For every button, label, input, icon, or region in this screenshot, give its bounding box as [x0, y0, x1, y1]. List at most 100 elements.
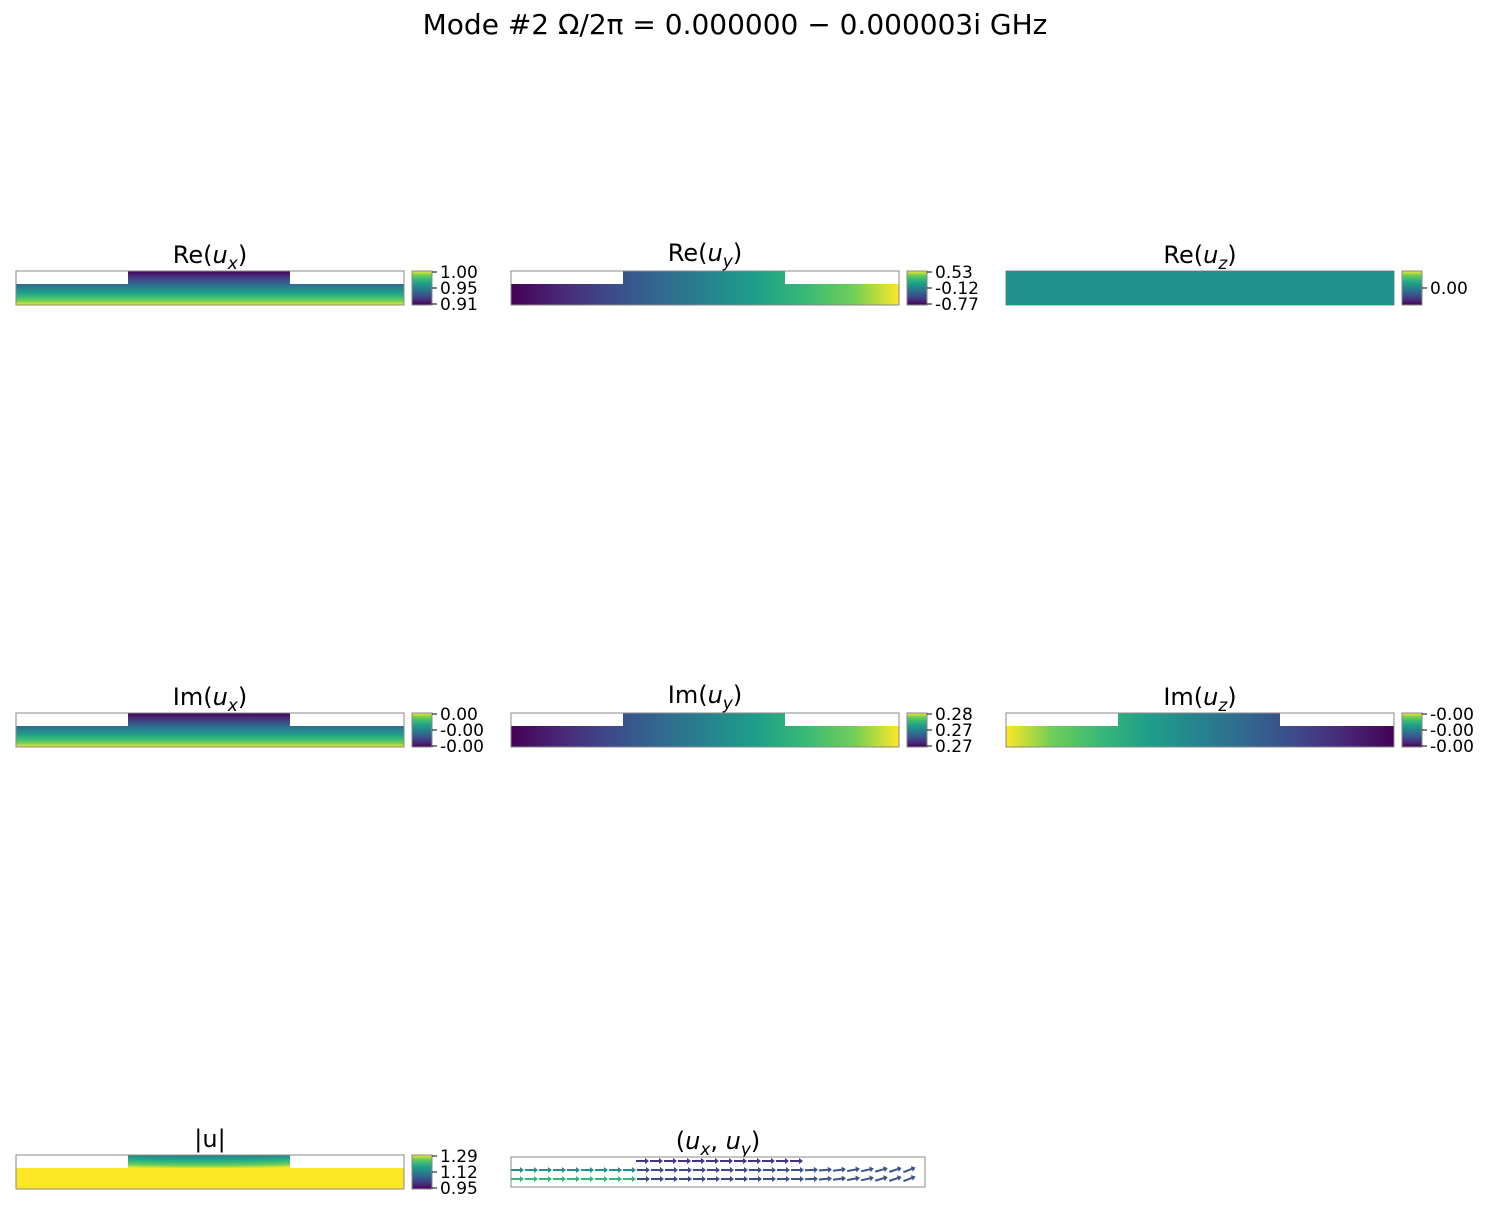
quiver-arrow — [581, 1167, 594, 1173]
quiver-arrow — [636, 1158, 649, 1164]
panel-frame — [15, 270, 405, 306]
panel-frame — [510, 270, 900, 306]
quiver-arrow — [609, 1167, 622, 1173]
quiver-arrow — [818, 1166, 832, 1173]
quiver-arrow — [623, 1176, 636, 1182]
quiver-arrow — [665, 1167, 678, 1173]
colorbar-tick-label: -0.00 — [440, 721, 484, 741]
colorbar — [411, 1154, 433, 1190]
colorbar-tick-label: -0.77 — [935, 295, 979, 315]
panel-title: |u| — [194, 1125, 225, 1153]
quiver-arrow — [832, 1175, 846, 1182]
colorbar-tick-label: 1.00 — [440, 263, 478, 283]
quiver-arrow — [763, 1176, 776, 1182]
panel-title: (ux, uy) — [676, 1127, 761, 1160]
panels: Re(ux) 1.000.950.91 Re(uy)0.53-0.12-0.77 Re… — [15, 239, 1474, 1199]
quiver-arrow — [651, 1167, 664, 1173]
colorbar-tick-label: 1.12 — [440, 1163, 478, 1183]
panel-frame — [15, 712, 405, 748]
panel-im-uy: Im(uy)0.280.270.27 — [510, 681, 973, 757]
panel-re-uz: Re(uz) 0.00 — [1005, 241, 1468, 306]
colorbar-tick-label: -0.00 — [440, 737, 484, 757]
quiver-arrow — [804, 1175, 818, 1182]
quiver-arrow — [749, 1176, 762, 1182]
quiver-arrow — [553, 1176, 566, 1182]
colorbar — [906, 270, 928, 306]
quiver-arrow — [581, 1176, 594, 1182]
quiver-arrow — [735, 1167, 748, 1173]
quiver-arrow — [707, 1176, 720, 1182]
panel-title: Im(uy) — [668, 681, 742, 714]
quiver-arrow — [511, 1176, 524, 1182]
colorbar — [411, 712, 433, 748]
field-map — [16, 1155, 404, 1189]
quiver-arrow — [776, 1158, 789, 1164]
field-map — [511, 713, 899, 747]
panel-re-uy: Re(uy) 0.53-0.12-0.77 — [510, 239, 979, 315]
quiver-arrow — [763, 1167, 776, 1173]
quiver-arrow — [693, 1176, 706, 1182]
quiver-arrow — [720, 1158, 733, 1164]
quiver-arrow — [511, 1167, 524, 1173]
colorbar — [1401, 270, 1423, 306]
quiver-arrow — [846, 1175, 860, 1182]
quiver-arrow — [525, 1176, 538, 1182]
colorbar-tick-label: 0.27 — [935, 721, 973, 741]
colorbar-tick-label: 0.91 — [440, 295, 478, 315]
quiver-arrow — [777, 1167, 790, 1173]
colorbar-tick-label: -0.00 — [1430, 705, 1474, 725]
quiver-arrow — [567, 1176, 580, 1182]
quiver-arrow — [735, 1176, 748, 1182]
quiver-arrow — [693, 1167, 706, 1173]
quiver-arrow — [525, 1167, 538, 1173]
panel-title: Im(ux) — [173, 683, 247, 716]
quiver-arrow — [679, 1176, 692, 1182]
quiver-arrow — [721, 1176, 734, 1182]
colorbar-tick-label: 0.27 — [935, 737, 973, 757]
quiver-arrow — [860, 1175, 874, 1182]
quiver-arrow — [637, 1176, 650, 1182]
quiver-arrow — [860, 1166, 874, 1173]
quiver-arrow — [818, 1175, 832, 1182]
quiver-frame — [510, 1156, 926, 1188]
quiver-arrow — [665, 1176, 678, 1182]
quiver-arrow — [874, 1175, 888, 1182]
quiver-arrow — [595, 1176, 608, 1182]
quiver-arrow — [539, 1167, 552, 1173]
field-map — [16, 271, 404, 305]
quiver-arrow — [707, 1167, 720, 1173]
colorbar-tick-label: 0.28 — [935, 705, 973, 725]
quiver-arrow — [595, 1167, 608, 1173]
quiver-arrow — [832, 1166, 846, 1173]
panel-abs-u: |u| 1.291.120.95 — [15, 1125, 478, 1199]
colorbar — [411, 270, 433, 306]
quiver-arrow — [888, 1166, 902, 1173]
quiver-arrow — [777, 1176, 790, 1182]
quiver-arrow — [791, 1176, 804, 1182]
quiver-arrow — [748, 1158, 761, 1164]
colorbar-tick-label: -0.12 — [935, 279, 979, 299]
quiver-arrow — [609, 1176, 622, 1182]
quiver-arrow — [539, 1176, 552, 1182]
field-map-uniform — [1006, 271, 1394, 305]
panel-frame — [1005, 712, 1395, 748]
panel-title: Re(ux) — [173, 241, 247, 274]
quiver-arrow — [706, 1158, 719, 1164]
quiver-arrow — [692, 1158, 705, 1164]
panel-title: Im(uz) — [1163, 683, 1236, 716]
quiver-arrow — [762, 1158, 775, 1164]
quiver-arrow — [734, 1158, 747, 1164]
panel-im-uz: Im(uz)-0.00-0.00-0.00 — [1005, 683, 1474, 757]
quiver-arrow — [637, 1167, 650, 1173]
quiver-arrow — [888, 1175, 902, 1182]
colorbar-tick-label: 1.29 — [440, 1147, 478, 1167]
figure-title: Mode #2 Ω/2π = 0.000000 − 0.000003i GHz — [423, 8, 1048, 41]
colorbar — [906, 712, 928, 748]
panel-quiver: (ux, uy) — [510, 1127, 926, 1188]
colorbar-tick-label: 0.95 — [440, 279, 478, 299]
quiver-arrow — [678, 1158, 691, 1164]
panel-title: Re(uz) — [1163, 241, 1236, 274]
colorbar-tick-label: -0.00 — [1430, 721, 1474, 741]
quiver-arrow — [651, 1176, 664, 1182]
